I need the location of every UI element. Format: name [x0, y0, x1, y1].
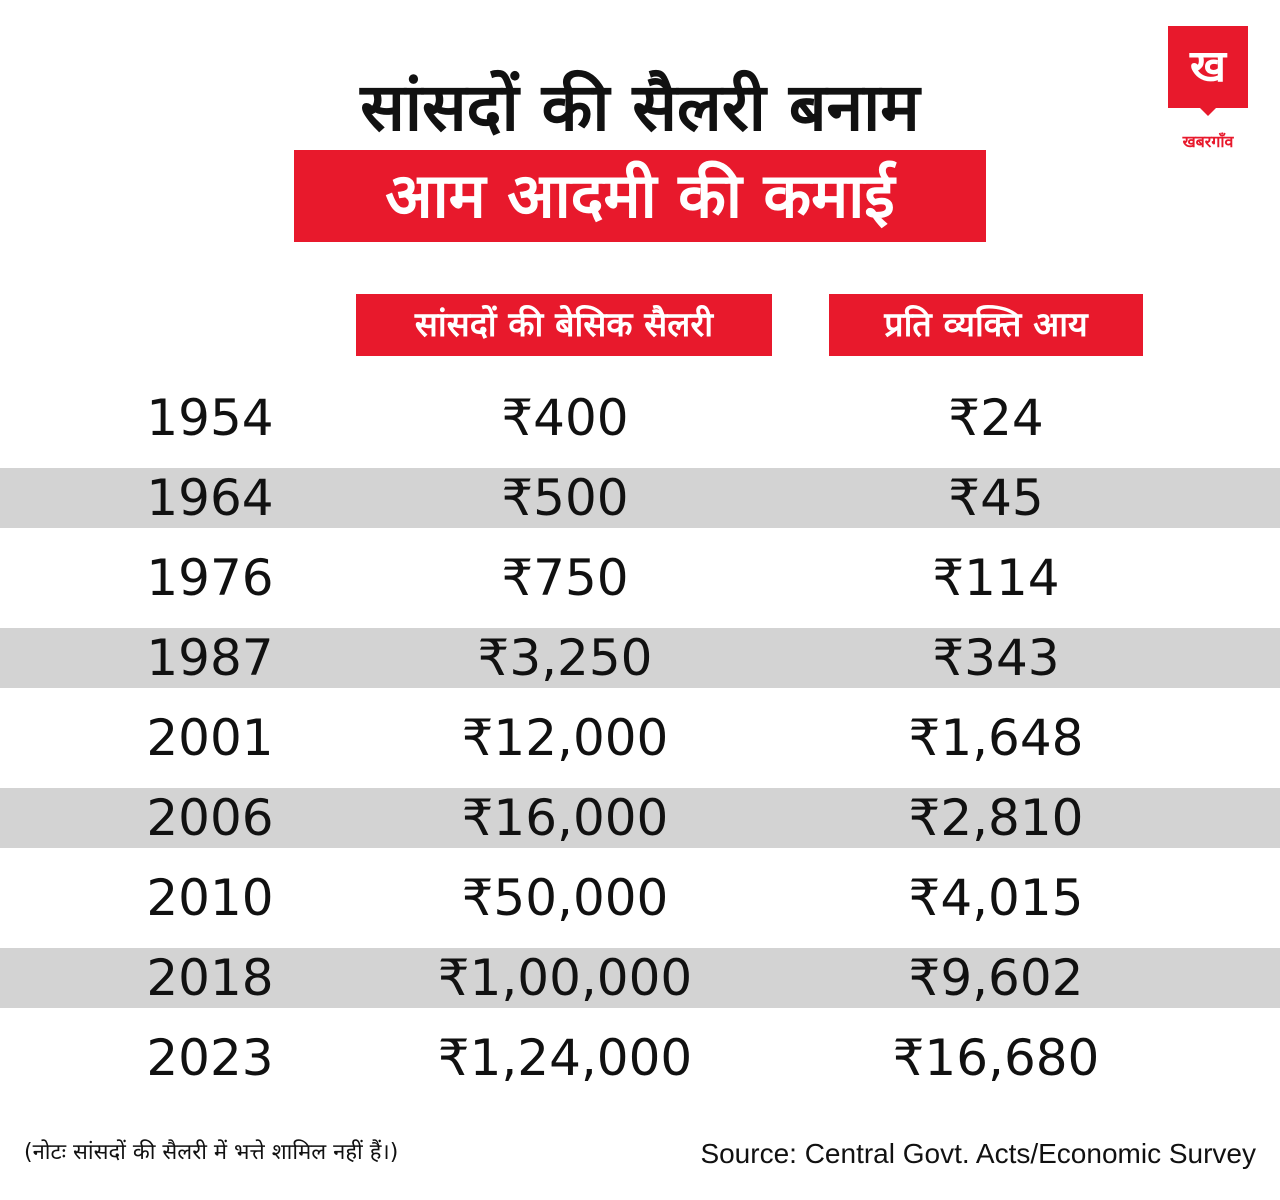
mp-salary-cell: ₹12,000 — [461, 709, 669, 767]
year-cell: 2023 — [146, 1029, 274, 1087]
mp-salary-cell: ₹1,00,000 — [437, 949, 693, 1007]
mp-salary-cell: ₹1,24,000 — [437, 1029, 693, 1087]
per-capita-income-cell: ₹24 — [948, 389, 1044, 447]
table-row: 2006 ₹16,000 ₹2,810 — [0, 788, 1280, 848]
per-capita-income-cell: ₹1,648 — [908, 709, 1084, 767]
mp-salary-cell: ₹400 — [501, 389, 629, 447]
logo-speech-tail — [1198, 106, 1218, 116]
column-header-mp-salary: सांसदों की बेसिक सैलरी — [356, 294, 772, 356]
table-row: 2023 ₹1,24,000 ₹16,680 — [0, 1018, 1280, 1098]
per-capita-income-cell: ₹114 — [932, 549, 1060, 607]
logo-name: खबरगाँव — [1182, 132, 1234, 151]
table-row: 1976 ₹750 ₹114 — [0, 538, 1280, 618]
table-row: 2010 ₹50,000 ₹4,015 — [0, 858, 1280, 938]
per-capita-income-cell: ₹9,602 — [908, 949, 1084, 1007]
salary-table: 1954 ₹400 ₹24 1964 ₹500 ₹45 1976 ₹750 ₹114 1987 ₹3… — [0, 378, 1280, 1098]
footnote: (नोटः सांसदों की सैलरी में भत्ते शामिल न… — [24, 1140, 399, 1165]
mp-salary-cell: ₹500 — [501, 469, 629, 527]
per-capita-income-cell: ₹343 — [932, 629, 1060, 687]
year-cell: 1954 — [146, 389, 274, 447]
table-row: 1954 ₹400 ₹24 — [0, 378, 1280, 458]
logo-mark: ख — [1168, 26, 1248, 108]
year-cell: 2018 — [146, 949, 274, 1007]
per-capita-income-cell: ₹4,015 — [908, 869, 1084, 927]
year-cell: 1976 — [146, 549, 274, 607]
title-line-2: आम आदमी की कमाई — [294, 150, 986, 242]
mp-salary-cell: ₹3,250 — [477, 629, 653, 687]
per-capita-income-cell: ₹16,680 — [892, 1029, 1100, 1087]
year-cell: 2010 — [146, 869, 274, 927]
per-capita-income-cell: ₹2,810 — [908, 789, 1084, 847]
year-cell: 1987 — [146, 629, 274, 687]
per-capita-income-cell: ₹45 — [948, 469, 1044, 527]
table-row: 1964 ₹500 ₹45 — [0, 468, 1280, 528]
year-cell: 1964 — [146, 469, 274, 527]
year-cell: 2006 — [146, 789, 274, 847]
mp-salary-cell: ₹750 — [501, 549, 629, 607]
khabargaon-logo: ख खबरगाँव — [1168, 26, 1248, 151]
table-row: 2018 ₹1,00,000 ₹9,602 — [0, 948, 1280, 1008]
column-header-per-capita-income: प्रति व्यक्ति आय — [829, 294, 1143, 356]
table-row: 1987 ₹3,250 ₹343 — [0, 628, 1280, 688]
mp-salary-cell: ₹16,000 — [461, 789, 669, 847]
year-cell: 2001 — [146, 709, 274, 767]
mp-salary-cell: ₹50,000 — [461, 869, 669, 927]
source-credit: Source: Central Govt. Acts/Economic Surv… — [700, 1138, 1256, 1169]
table-row: 2001 ₹12,000 ₹1,648 — [0, 698, 1280, 778]
title-line-1: सांसदों की सैलरी बनाम — [360, 69, 920, 146]
